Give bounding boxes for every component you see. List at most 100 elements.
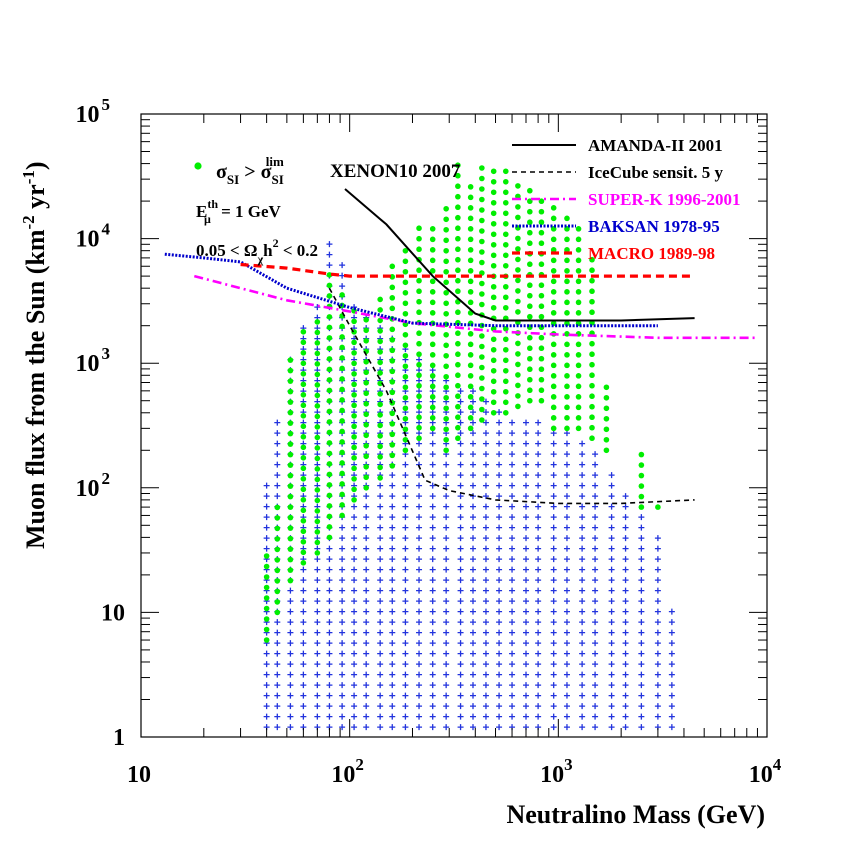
blue-plus-point <box>389 661 396 668</box>
blue-plus-point <box>470 671 477 678</box>
green-dot-point <box>274 567 281 574</box>
blue-plus-point <box>389 472 396 479</box>
green-dot-point <box>389 421 396 427</box>
blue-plus-point <box>429 692 436 699</box>
green-dot-point <box>564 425 570 432</box>
blue-plus-point <box>314 703 321 710</box>
blue-plus-point <box>592 692 599 699</box>
blue-plus-point <box>509 713 516 720</box>
blue-plus-point <box>263 503 270 510</box>
blue-plus-point <box>429 619 436 626</box>
blue-plus-point <box>300 629 307 636</box>
green-dot-point <box>502 378 509 385</box>
blue-plus-point <box>482 724 489 731</box>
blue-plus-point <box>563 451 570 458</box>
blue-plus-point <box>608 524 615 531</box>
blue-plus-point <box>638 713 645 720</box>
blue-plus-point <box>523 682 530 689</box>
green-dot-point <box>351 455 357 461</box>
green-dot-point <box>603 426 610 433</box>
blue-plus-point <box>363 577 370 584</box>
green-dot-point <box>389 452 396 459</box>
blue-plus-point <box>287 713 294 720</box>
blue-plus-point <box>592 493 599 500</box>
blue-plus-point <box>457 545 464 552</box>
green-dot-point <box>564 341 570 348</box>
green-dot-point <box>429 299 436 306</box>
green-dot-point <box>467 404 474 411</box>
blue-plus-point <box>496 430 503 437</box>
green-dot-point <box>589 288 595 295</box>
blue-plus-point <box>287 682 294 689</box>
green-dot-point <box>564 247 570 253</box>
green-dot-point <box>515 351 521 357</box>
green-dot-point <box>363 422 369 428</box>
blue-plus-point <box>377 608 384 615</box>
blue-plus-point <box>608 661 615 668</box>
green-dot-point <box>377 338 383 345</box>
blue-plus-point <box>496 461 503 468</box>
green-dot-point <box>467 194 474 201</box>
blue-plus-point <box>523 661 530 668</box>
blue-plus-point <box>592 514 599 521</box>
green-dot-point <box>389 295 396 301</box>
blue-plus-point <box>402 482 409 489</box>
green-dot-point <box>467 383 474 390</box>
green-dot-point <box>515 277 521 284</box>
blue-plus-point <box>429 682 436 689</box>
blue-plus-point <box>351 629 358 636</box>
green-dot-point <box>575 278 582 285</box>
legend-label: AMANDA-II 2001 <box>588 136 723 155</box>
blue-plus-point <box>638 650 645 657</box>
blue-plus-point <box>563 598 570 605</box>
blue-plus-point <box>550 461 557 468</box>
blue-plus-point <box>509 587 516 594</box>
blue-plus-point <box>351 703 358 710</box>
blue-plus-point <box>457 640 464 647</box>
green-dot-point <box>638 462 645 468</box>
blue-plus-point <box>457 514 464 521</box>
blue-plus-point <box>287 661 294 668</box>
green-dot-point <box>363 327 369 334</box>
green-dot-point <box>467 394 474 400</box>
blue-plus-point <box>482 566 489 573</box>
blue-plus-point <box>377 703 384 710</box>
blue-plus-point <box>300 671 307 678</box>
blue-plus-point <box>443 577 450 584</box>
blue-plus-point <box>509 608 516 615</box>
blue-plus-point <box>402 724 409 731</box>
green-dot-point <box>589 351 595 358</box>
blue-plus-point <box>457 608 464 615</box>
blue-plus-point <box>579 577 586 584</box>
green-dot-point <box>339 470 345 477</box>
blue-plus-point <box>457 388 464 395</box>
blue-plus-point <box>363 713 370 720</box>
green-dot-point <box>575 373 582 379</box>
green-dot-point <box>455 340 461 347</box>
blue-plus-point <box>274 682 281 689</box>
green-dot-point <box>351 402 357 409</box>
green-dot-point <box>416 235 422 242</box>
blue-plus-point <box>443 629 450 636</box>
blue-plus-point <box>496 703 503 710</box>
green-dot-point <box>274 578 281 584</box>
blue-plus-point <box>638 724 645 731</box>
blue-plus-point <box>416 535 423 542</box>
green-dot-point <box>467 278 474 285</box>
green-dot-point <box>564 215 570 222</box>
blue-plus-point <box>377 598 384 605</box>
blue-plus-point <box>654 682 661 689</box>
blue-plus-point <box>326 629 333 636</box>
green-dot-point <box>363 317 369 323</box>
green-dot-point <box>638 451 645 458</box>
blue-plus-point <box>402 545 409 552</box>
green-dot-point <box>564 362 570 369</box>
blue-plus-point <box>402 577 409 584</box>
green-dot-point <box>443 447 449 454</box>
green-dot-point <box>655 504 661 510</box>
green-dot-point <box>326 513 333 520</box>
blue-plus-point <box>443 566 450 573</box>
blue-plus-point <box>523 598 530 605</box>
blue-plus-point <box>274 640 281 647</box>
